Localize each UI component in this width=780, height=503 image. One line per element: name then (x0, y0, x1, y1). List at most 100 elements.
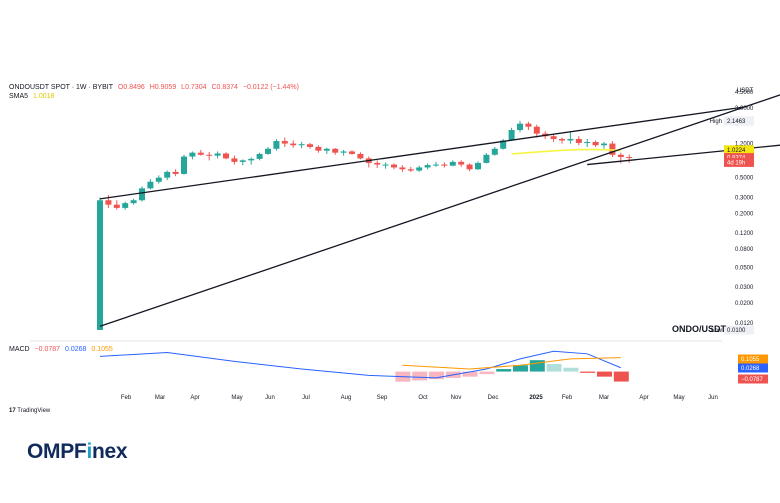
candle-body (231, 158, 238, 162)
candle-body (130, 200, 137, 204)
high-value: H0.9059 (149, 84, 177, 91)
x-tick-label: Apr (639, 395, 648, 401)
price-label-value: 1.0224 (727, 148, 746, 154)
candle-body (433, 164, 439, 166)
macd-signal-line (402, 357, 621, 370)
tradingview-logo: 17 TradingView (9, 408, 50, 414)
chart-header: ONDOUSDT SPOT · 1W · BYBIT O0.8496 H0.90… (9, 84, 302, 91)
y-tick-label: 0.2000 (735, 211, 754, 217)
price-label-title: Low (711, 328, 723, 334)
macd-histogram-bar (563, 367, 579, 372)
macd-histogram-bar (613, 371, 629, 382)
price-label-box (724, 116, 754, 126)
candle-body (97, 200, 103, 330)
macd-line (99, 350, 621, 379)
candle-body (382, 164, 389, 166)
candle-body (307, 144, 313, 147)
candle-body (424, 165, 431, 168)
y-tick-label: 0.1200 (735, 231, 754, 237)
x-tick-label: Apr (190, 395, 199, 401)
symbol-label: ONDOUSDT SPOT · 1W · BYBIT (9, 84, 113, 91)
candle-body (340, 151, 347, 153)
candle-body (617, 154, 624, 158)
price-label-box (724, 157, 754, 167)
candle-body (475, 162, 481, 170)
candle-body (567, 138, 574, 141)
x-tick-label: Mar (599, 395, 609, 401)
sma-label: SMA5 (9, 93, 29, 100)
price-label-title: High (710, 119, 722, 125)
candle-body (500, 140, 507, 149)
candle-body (197, 152, 204, 155)
sma-legend: SMA5 1.0018 (9, 93, 57, 100)
currency-label: USDT (737, 88, 754, 94)
candle-body (517, 123, 523, 131)
sma-layer (511, 148, 621, 155)
tradingview-icon: 17 (9, 408, 16, 414)
x-tick-label: May (673, 395, 684, 401)
x-tick-label: May (231, 395, 242, 401)
candle-body (223, 153, 229, 159)
candle-body (449, 161, 456, 166)
y-tick-label: 3.0000 (735, 106, 754, 112)
x-tick-label: Feb (562, 395, 573, 401)
macd-histogram-bar (529, 360, 545, 372)
macd-value-box (738, 374, 768, 384)
candle-body (181, 156, 187, 174)
time-axis[interactable]: Feb Mar Apr May Jun Jul Aug Sep Oct Nov Dec 2025 Feb… (121, 395, 718, 401)
candle-body (559, 138, 565, 141)
tradingview-text: TradingView (17, 408, 51, 414)
price-label-box (724, 325, 754, 335)
y-tick-label: 0.0500 (735, 265, 754, 271)
trendline (587, 144, 780, 166)
macd-hist-value: −0.0787 (34, 346, 61, 353)
x-tick-label: Aug (341, 395, 352, 401)
candle-body (575, 138, 582, 143)
x-tick-label: Jul (302, 395, 310, 401)
x-tick-label: Jun (265, 395, 275, 401)
sma-value: 1.0018 (33, 93, 55, 100)
price-label-value: 2.1463 (727, 119, 746, 125)
macd-value-label: −0.0787 (741, 377, 764, 383)
macd-histogram-bar (580, 371, 596, 373)
candle-body (189, 152, 196, 157)
candle-body (491, 148, 498, 155)
macd-value-label: 0.1055 (741, 357, 760, 363)
candle-body (550, 136, 557, 139)
candle-body (290, 143, 297, 146)
x-tick-label: Jun (708, 395, 718, 401)
y-tick-label: 0.0120 (735, 321, 754, 327)
x-tick-label: 2025 (529, 395, 543, 401)
macd-value-box (738, 354, 768, 364)
candles-layer (97, 120, 633, 330)
y-tick-label: 0.0800 (735, 247, 754, 253)
candle-body (281, 141, 288, 144)
low-value: L0.7304 (181, 84, 207, 91)
candle-body (147, 181, 154, 189)
y-tick-label: 0.0300 (735, 285, 754, 291)
candle-body (239, 160, 246, 162)
candle-body (416, 167, 423, 171)
candle-body (601, 143, 607, 146)
trendline (99, 94, 780, 327)
macd-histogram-bar (597, 371, 612, 377)
candle-body (122, 203, 129, 208)
candle-body (508, 130, 515, 141)
candle-body (265, 148, 271, 154)
candle-body (273, 141, 280, 149)
candle-body (315, 146, 322, 151)
candle-body (155, 177, 162, 182)
candle-body (399, 167, 406, 170)
y-tick-label: 4.5000 (735, 90, 754, 96)
candle-body (206, 154, 213, 156)
trendline (99, 105, 747, 200)
brand-logo: OMPFinex (27, 440, 128, 464)
candle-body (139, 188, 145, 201)
macd-value-label: 0.0268 (741, 366, 760, 372)
x-tick-label: Sep (377, 395, 388, 401)
candle-body (332, 148, 339, 153)
candle-body (466, 164, 473, 170)
candle-body (458, 161, 465, 165)
price-label-box (724, 153, 754, 163)
